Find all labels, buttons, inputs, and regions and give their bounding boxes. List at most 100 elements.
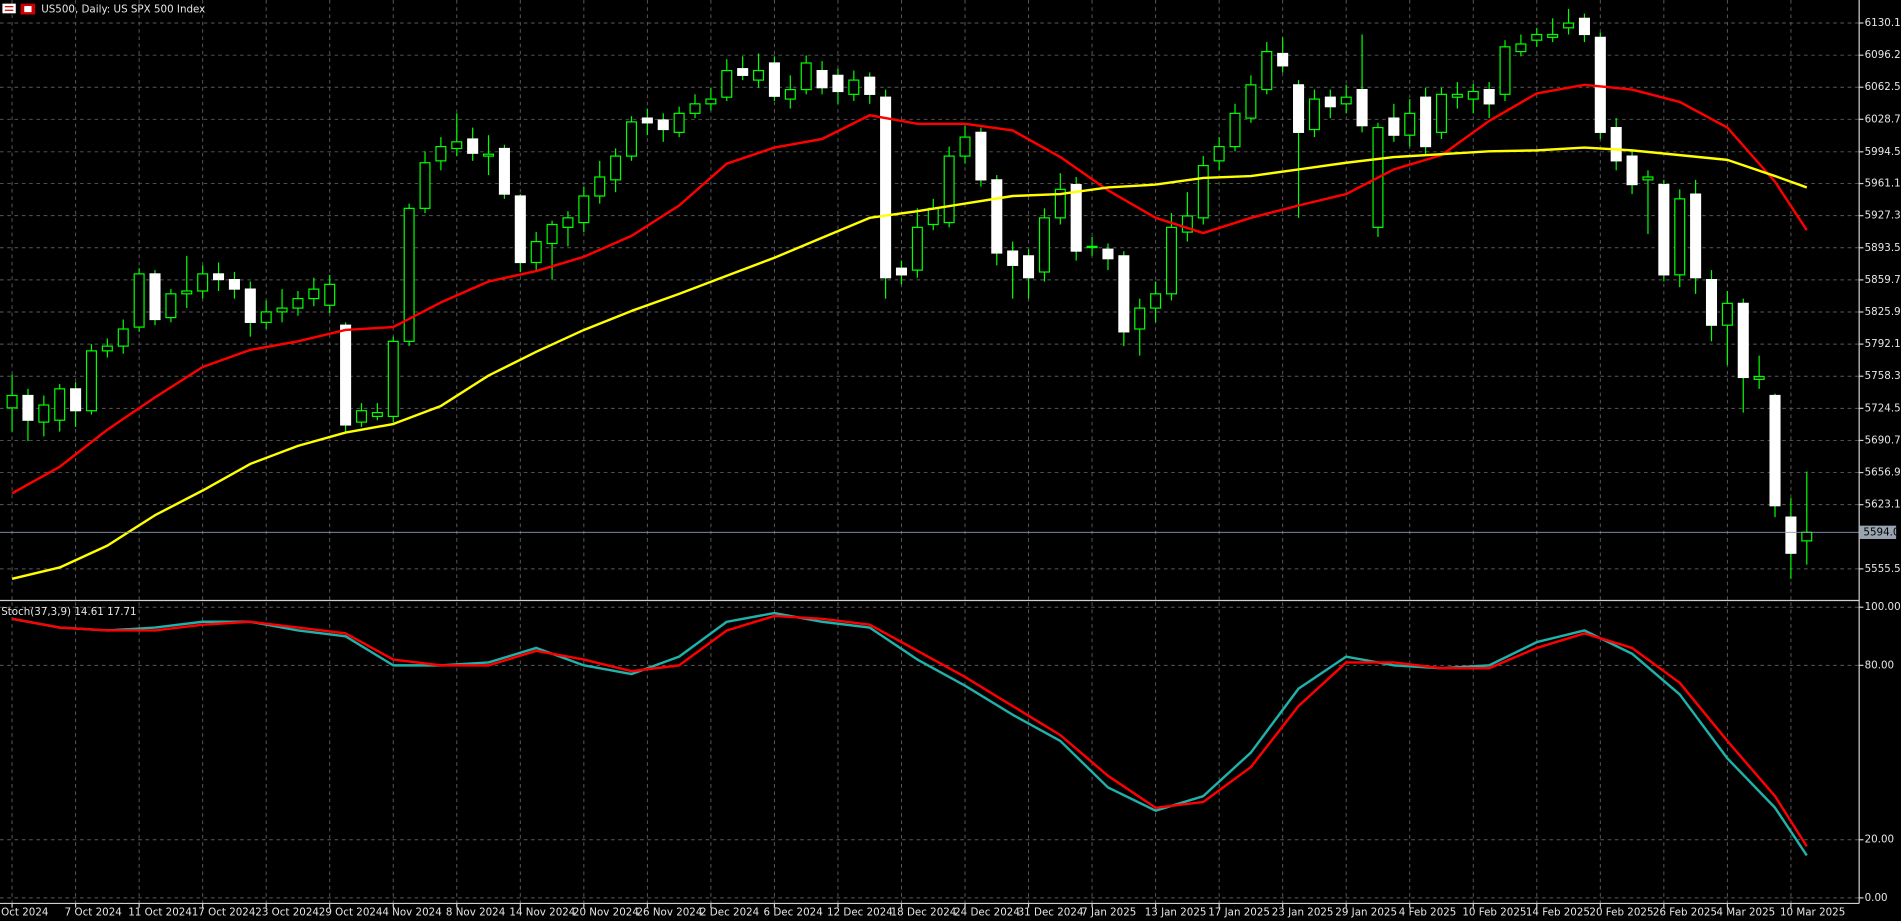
candle-body: [498, 147, 510, 195]
y-tick-label: 5825.9: [1865, 306, 1901, 318]
candle-body: [1531, 33, 1543, 41]
candle-body: [1467, 90, 1479, 100]
y-tick-label: 0.00: [1865, 892, 1888, 904]
line-series: [11, 611, 1808, 857]
candle-body: [133, 273, 145, 328]
grid-layer: [0, 0, 1859, 903]
y-tick-label: 5927.3: [1865, 210, 1901, 222]
current-price-box: [1859, 525, 1897, 539]
candle-body: [1054, 188, 1066, 219]
x-tick-label: 10 Mar 2025: [1780, 907, 1845, 919]
candle-body: [70, 388, 82, 412]
candle-body: [530, 240, 542, 264]
candle-body: [22, 394, 34, 421]
y-tick-label: 5656.9: [1865, 467, 1901, 479]
x-tick-label: Oct 2024: [1, 907, 48, 919]
candle-body: [467, 138, 479, 154]
symbol-icon: [4, 9, 14, 11]
candle-body: [38, 404, 50, 423]
candle-body: [800, 62, 812, 91]
x-tick-label: 6 Dec 2024: [764, 907, 823, 919]
x-tick-label: 31 Dec 2024: [1018, 907, 1084, 919]
indicator-title: Stoch(37,3,9) 14.61 17.71: [1, 606, 136, 618]
candle-body: [1340, 96, 1352, 105]
candle-body: [927, 207, 939, 226]
y-tick-label: 80.00: [1865, 659, 1894, 671]
candle-body: [784, 88, 796, 100]
x-tick-label: 18 Dec 2024: [891, 907, 957, 919]
x-tick-label: 14 Feb 2025: [1526, 907, 1590, 919]
candle-body: [1626, 155, 1638, 186]
x-tick-label: 14 Nov 2024: [509, 907, 575, 919]
candle-body: [117, 328, 129, 347]
y-tick-label: 5623.1: [1865, 499, 1901, 511]
candle-body: [1356, 88, 1368, 127]
candle-body: [340, 324, 352, 426]
candle-body: [705, 98, 717, 105]
candle-body: [1388, 117, 1400, 136]
y-tick-label: 20.00: [1865, 834, 1894, 846]
y-tick-label: 5994.5: [1865, 146, 1901, 158]
candle-body: [1801, 531, 1813, 542]
candle-body: [149, 273, 161, 321]
candle-body: [832, 74, 844, 93]
candle-body: [1134, 307, 1146, 330]
x-tick-label: 23 Jan 2025: [1272, 907, 1334, 919]
candle-body: [1690, 193, 1702, 279]
x-tick-label: 12 Dec 2024: [827, 907, 893, 919]
candle-body: [1705, 278, 1718, 326]
candle-body: [546, 223, 558, 245]
candle-body: [435, 145, 447, 162]
candle-body: [1737, 302, 1749, 379]
candle-body: [1483, 88, 1495, 105]
candle-body: [1769, 394, 1781, 507]
candle-body: [1118, 255, 1130, 333]
candle-body: [1229, 112, 1241, 148]
candle-body: [1658, 183, 1670, 276]
x-tick-label: 2 Dec 2024: [700, 907, 759, 919]
candle-body: [1277, 52, 1289, 67]
candle-body: [959, 136, 971, 157]
current-price-label: 5594.0: [1863, 526, 1899, 538]
candle-body: [1547, 33, 1559, 38]
candle-body: [880, 96, 892, 279]
candle-body: [371, 412, 383, 418]
line-series: [11, 614, 1808, 848]
candle-body: [387, 340, 399, 418]
x-tick-label: 4 Feb 2025: [1399, 907, 1457, 919]
candle-body: [181, 290, 193, 295]
candle-body: [816, 69, 828, 89]
candle-body: [911, 226, 923, 271]
symbol-icon: [4, 6, 14, 8]
candle-body: [1674, 198, 1686, 276]
candle-body: [848, 79, 860, 95]
candle-body: [1070, 183, 1082, 252]
x-tick-label: 26 Nov 2024: [636, 907, 702, 919]
candle-body: [673, 112, 685, 133]
symbol-icon: [24, 6, 32, 13]
candle-body: [1610, 126, 1622, 162]
x-tick-label: 17 Jan 2025: [1208, 907, 1270, 919]
x-tick-label: 8 Nov 2024: [446, 907, 505, 919]
y-tick-label: 6028.7: [1865, 113, 1901, 125]
y-tick-label: 5859.7: [1865, 274, 1901, 286]
candle-body: [292, 297, 304, 309]
candle-body: [165, 293, 177, 319]
candle-body: [101, 345, 113, 352]
candle-body: [562, 217, 574, 228]
y-tick-label: 5690.7: [1865, 434, 1901, 446]
candle-body: [1181, 215, 1193, 233]
candle-body: [324, 283, 336, 306]
y-tick-label: 5724.5: [1865, 402, 1901, 414]
candle-body: [1578, 17, 1590, 36]
candle-body: [625, 121, 638, 157]
candle-body: [1165, 226, 1178, 295]
x-tick-label: 20 Nov 2024: [573, 907, 639, 919]
candle-body: [1499, 46, 1511, 95]
candle-body: [689, 103, 701, 114]
marks-layer: 6130.1 6096.2 6062.5 6028.7 5994.5 5961.1 5927…: [0, 8, 1901, 919]
candle-body: [610, 155, 622, 181]
